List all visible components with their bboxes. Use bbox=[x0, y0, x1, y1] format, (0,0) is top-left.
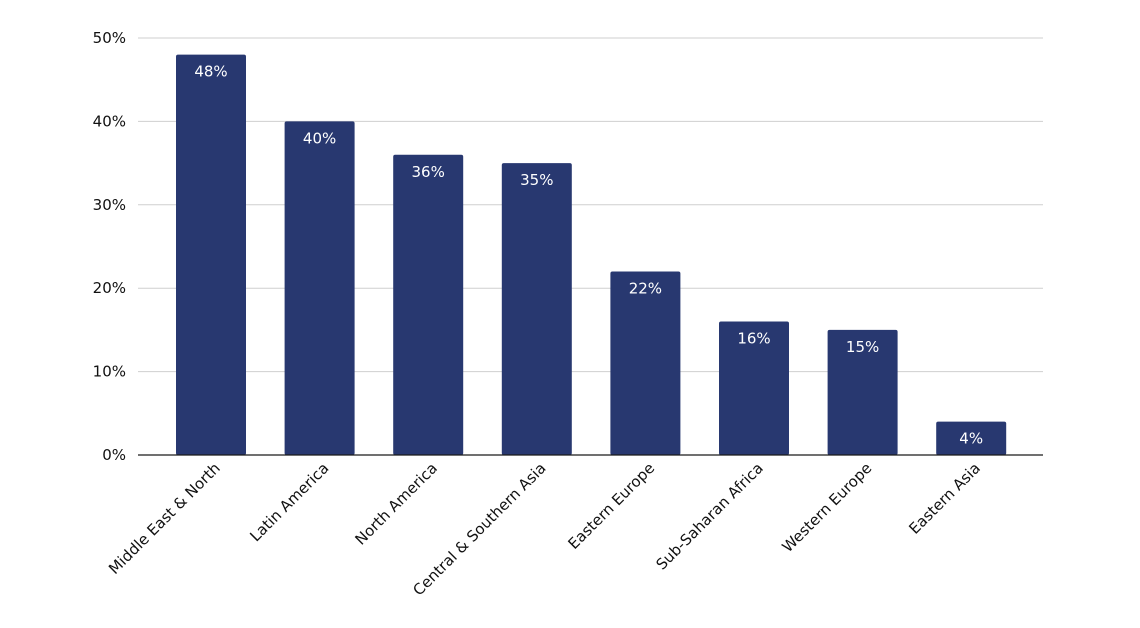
data-label: 22% bbox=[629, 280, 662, 298]
x-axis-tick-labels: Middle East & North Latin America North Am… bbox=[105, 459, 984, 599]
y-tick-label: 40% bbox=[93, 112, 126, 130]
bar bbox=[176, 54, 246, 456]
y-axis-tick-labels: 0% 10% 20% 30% 40% 50% bbox=[93, 29, 126, 464]
y-tick-label: 30% bbox=[93, 196, 126, 214]
data-label: 35% bbox=[520, 171, 553, 189]
y-tick-label: 20% bbox=[93, 279, 126, 297]
data-label: 36% bbox=[412, 163, 445, 181]
y-tick-label: 50% bbox=[93, 29, 126, 47]
x-tick-label: Sub-Saharan Africa bbox=[652, 459, 766, 573]
gridlines bbox=[138, 37, 1043, 373]
bars bbox=[176, 54, 1007, 456]
data-label: 48% bbox=[194, 63, 227, 81]
data-label: 40% bbox=[303, 129, 336, 147]
bar bbox=[719, 321, 789, 455]
y-tick-label: 0% bbox=[102, 446, 126, 464]
bar bbox=[936, 421, 1007, 455]
bar bbox=[393, 154, 464, 455]
data-label: 16% bbox=[737, 330, 770, 348]
x-tick-label: North America bbox=[352, 459, 442, 549]
bar bbox=[610, 271, 681, 455]
x-tick-label: Eastern Europe bbox=[565, 459, 659, 553]
x-tick-label: Middle East & North bbox=[105, 459, 224, 578]
data-labels: 48% 40% 36% 35% 22% 16% 15% 4% bbox=[194, 63, 983, 448]
data-label: 15% bbox=[846, 338, 879, 356]
x-tick-label: Western Europe bbox=[779, 459, 876, 556]
y-tick-label: 10% bbox=[93, 363, 126, 381]
bar bbox=[501, 163, 572, 455]
bar bbox=[284, 121, 355, 456]
bar bbox=[827, 329, 898, 455]
x-tick-label: Eastern Asia bbox=[905, 459, 984, 538]
data-label: 4% bbox=[959, 430, 983, 448]
x-tick-label: Latin America bbox=[246, 459, 332, 545]
